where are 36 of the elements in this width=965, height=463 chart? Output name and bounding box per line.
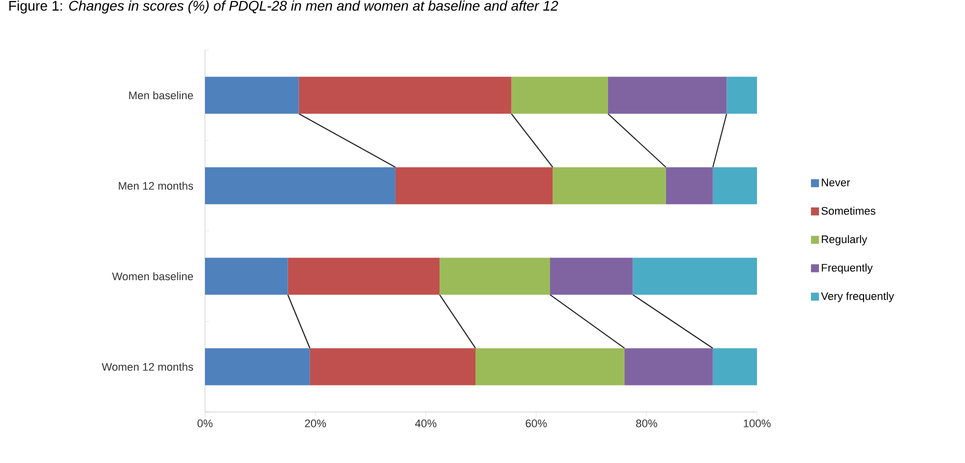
bar	[632, 258, 758, 295]
bar	[475, 348, 625, 386]
bar	[440, 258, 550, 295]
x-tick-label: 20%	[304, 420, 326, 428]
legend-label: Regularly	[822, 235, 868, 246]
bar	[395, 167, 553, 204]
bar	[608, 76, 727, 114]
bar	[624, 348, 713, 386]
x-tick-label: 60%	[526, 420, 547, 428]
x-tick-label: 80%	[636, 420, 658, 428]
x-tick-label: 0%	[198, 420, 213, 428]
bar	[712, 167, 758, 204]
bar	[205, 76, 299, 114]
y-tick-label: Men baseline	[129, 91, 193, 100]
bar	[726, 76, 758, 114]
y-tick-label: Women 12 months	[102, 362, 194, 371]
x-tick-label: 100%	[744, 420, 771, 428]
legend-label: Never	[822, 178, 850, 186]
bar	[205, 258, 288, 295]
legend-label: Sometimes	[821, 206, 876, 215]
bar	[298, 76, 512, 114]
chart-title: Figure 1: Changes in scores (%) of PDQL-28 in men and women at baseline and after 12	[9, 0, 558, 14]
legend-label: Frequently	[822, 264, 873, 274]
x-tick-label: 40%	[415, 420, 436, 428]
bar	[712, 348, 758, 386]
bar	[288, 258, 440, 295]
bar	[205, 167, 396, 204]
y-tick-label: Men 12 months	[118, 182, 194, 190]
bar	[310, 348, 476, 386]
legend-label: Very frequently	[821, 292, 894, 302]
y-tick-label: Women baseline	[112, 272, 193, 280]
bar	[552, 167, 666, 204]
bar	[205, 348, 310, 386]
bar	[511, 76, 608, 114]
bar	[666, 167, 713, 204]
bar	[550, 258, 633, 295]
